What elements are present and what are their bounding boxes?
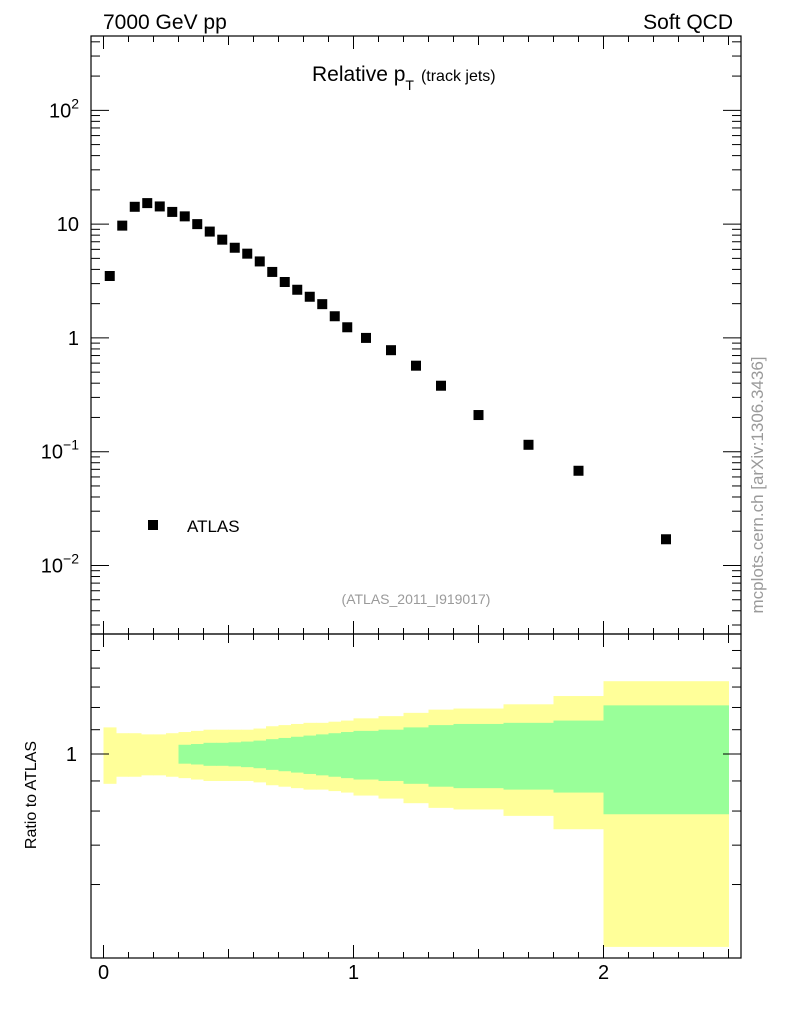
y-tick-label: 10−1 [41, 437, 79, 464]
data-point [254, 256, 265, 267]
data-point [104, 271, 115, 282]
y-tick-label: 10−2 [41, 550, 79, 577]
ratio-y-tick-label: 1 [66, 744, 77, 766]
x-tick-label: 2 [598, 962, 609, 984]
data-point [473, 410, 484, 421]
y-tick-label: 10 [57, 214, 79, 236]
data-point [279, 276, 290, 287]
chart-title: Relative pT (track jets) [312, 63, 496, 93]
y-tick-label-base: 10 [57, 214, 79, 236]
band-bin-stat [503, 722, 554, 790]
data-point [179, 211, 190, 222]
chart-title-suffix: (track jets) [421, 68, 496, 85]
y-tick-label-base: 10 [41, 442, 63, 464]
data-point [317, 299, 328, 310]
data-point [361, 332, 371, 343]
ratio-bands [103, 681, 729, 947]
data-point [267, 266, 278, 277]
chart-title-subscript: T [405, 77, 414, 93]
ratio-plot-frame [90, 633, 742, 959]
y-tick-label-exponent: −1 [63, 437, 79, 453]
data-point [386, 345, 396, 356]
data-point [204, 226, 215, 237]
band-bin-stat [428, 725, 454, 787]
data-point [304, 291, 315, 302]
band-bin-total [128, 733, 142, 777]
data-point [192, 219, 203, 230]
side-label: mcplots.cern.ch [arXiv:1306.3436] [748, 356, 767, 613]
band-bin-stat [216, 742, 229, 766]
data-point [342, 322, 353, 333]
data-point [661, 534, 671, 545]
band-bin-stat [203, 742, 217, 766]
band-bin-stat [378, 729, 404, 781]
band-bin-stat [553, 720, 604, 793]
band-bin-stat [178, 744, 192, 764]
axis-ticks [91, 36, 741, 958]
data-point [154, 201, 165, 212]
band-bin-stat [228, 742, 242, 767]
data-point [167, 206, 178, 217]
x-tick-label: 1 [348, 962, 359, 984]
data-point [117, 220, 128, 231]
band-bin-stat [266, 739, 279, 770]
band-bin-stat [191, 744, 204, 765]
y-tick-label-exponent: 2 [71, 95, 79, 111]
band-bin-stat [453, 723, 504, 789]
data-point [523, 439, 534, 450]
legend-label: ATLAS [187, 517, 240, 536]
data-markers [104, 198, 671, 545]
data-point [411, 360, 421, 371]
ratio-ylabel: Ratio to ATLAS [23, 741, 40, 849]
band-bin-stat [353, 730, 379, 780]
y-tick-label-base: 1 [68, 328, 79, 350]
main-plot-frame [90, 35, 742, 635]
data-point [129, 201, 140, 212]
band-bin-total [103, 727, 117, 784]
band-bin-stat [603, 705, 729, 815]
band-bin-stat [253, 740, 267, 769]
data-point [329, 311, 340, 322]
header-right: Soft QCD [643, 11, 733, 34]
y-tick-label-base: 10 [49, 100, 71, 122]
band-bin-stat [316, 734, 329, 776]
data-point [242, 248, 253, 259]
y-tick-label: 1 [68, 328, 79, 350]
data-point [229, 242, 240, 253]
band-bin-total [141, 734, 154, 776]
data-point [292, 284, 303, 295]
chart-title-main: Relative p [312, 63, 405, 86]
band-bin-total [153, 734, 167, 776]
band-bin-stat [403, 727, 429, 784]
band-bin-total [166, 733, 179, 777]
band-bin-stat [341, 732, 354, 779]
data-point [142, 198, 153, 209]
band-bin-stat [291, 736, 304, 773]
legend-marker [148, 520, 158, 530]
y-tick-label: 102 [49, 95, 79, 122]
analysis-id: (ATLAS_2011_I919017) [342, 591, 491, 607]
data-point [436, 380, 446, 391]
band-bin-stat [303, 735, 317, 774]
band-bin-stat [328, 733, 342, 777]
x-tick-label: 0 [98, 962, 109, 984]
band-bin-stat [278, 737, 292, 772]
header-left: 7000 GeV pp [103, 11, 227, 34]
band-bin-total [116, 733, 129, 777]
y-tick-label-base: 10 [41, 555, 63, 577]
band-bin-stat [241, 741, 254, 768]
data-point [217, 234, 228, 245]
y-tick-label-exponent: −2 [63, 550, 79, 566]
data-point [573, 465, 584, 476]
